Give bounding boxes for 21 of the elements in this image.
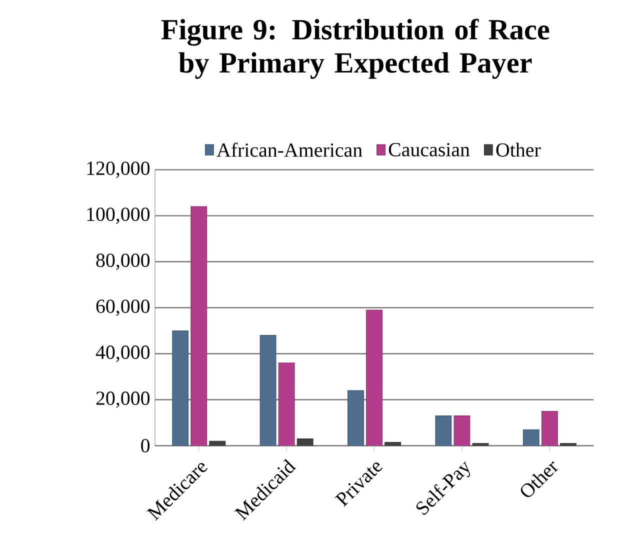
bar	[522, 429, 540, 446]
chart-title: Figure 9: Distribution of Race by Primary Expected Payer	[161, 18, 550, 79]
legend-label: Other	[496, 142, 541, 157]
bar	[454, 415, 470, 446]
legend-label: Caucasian	[388, 142, 470, 156]
legend-label: African-American	[216, 142, 362, 157]
y-tick-label: 80,000	[96, 254, 150, 270]
bar	[278, 362, 295, 446]
bar	[435, 415, 452, 446]
bar	[260, 334, 276, 446]
y-tick-label: 120,000	[87, 162, 150, 178]
bar	[172, 330, 189, 446]
bar	[190, 206, 208, 446]
y-tick-label: 100,000	[87, 208, 150, 224]
bar	[348, 390, 364, 446]
y-tick-label: 40,000	[96, 345, 150, 362]
y-tick-label: 20,000	[96, 391, 150, 408]
y-tick-label: 60,000	[96, 300, 150, 316]
y-tick-label: 0	[141, 438, 150, 452]
bar	[366, 310, 382, 446]
bar	[541, 410, 558, 446]
